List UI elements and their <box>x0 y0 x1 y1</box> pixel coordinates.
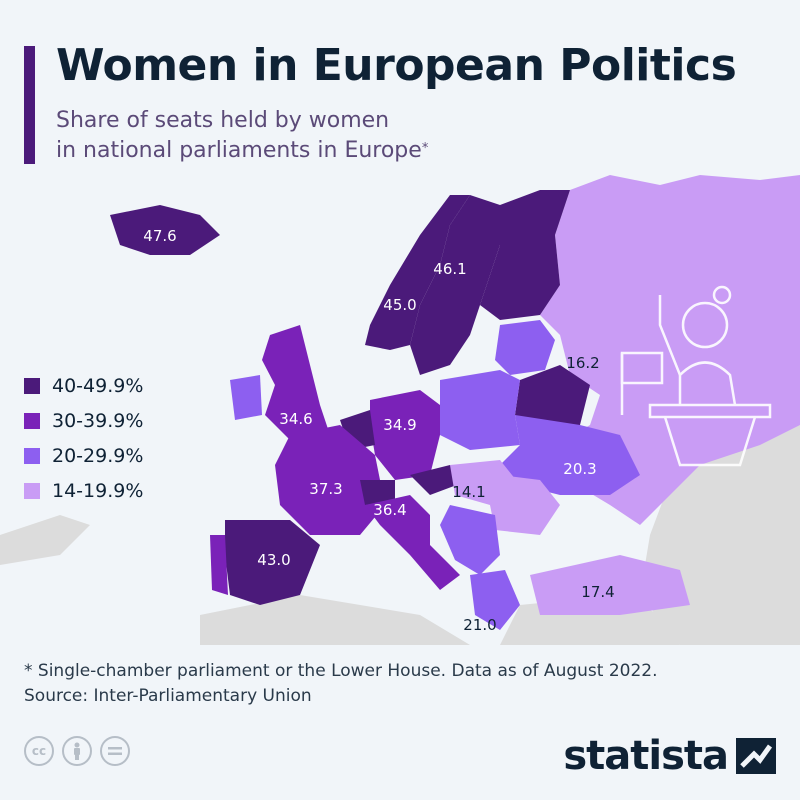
region-north-africa-nodata <box>200 595 470 645</box>
label-germany: 34.9 <box>383 416 416 434</box>
region-romania <box>490 475 560 535</box>
region-ireland <box>230 375 262 420</box>
legend-item-30-39: 30-39.9% <box>24 403 143 438</box>
legend-swatch <box>24 412 40 429</box>
europe-map: 47.6 46.1 45.0 16.2 34.6 34.9 20.3 37.3 … <box>0 175 800 645</box>
region-france <box>275 425 385 535</box>
legend-swatch <box>24 447 40 464</box>
legend-label: 14-19.9% <box>52 479 144 502</box>
subtitle-asterisk: * <box>421 141 429 156</box>
legend-item-14-19: 14-19.9% <box>24 473 143 508</box>
region-finland <box>480 190 570 320</box>
page-title: Women in European Politics <box>56 40 737 91</box>
region-italy <box>365 495 460 590</box>
no-derivatives-icon[interactable] <box>100 736 130 766</box>
title-accent-bar <box>24 46 35 164</box>
label-france: 37.3 <box>309 480 342 498</box>
legend-label: 40-49.9% <box>52 374 144 397</box>
legend-label: 20-29.9% <box>52 444 144 467</box>
statista-logo[interactable]: statista <box>563 733 776 779</box>
region-germany <box>370 390 440 480</box>
label-ukraine: 20.3 <box>563 460 596 478</box>
region-ukraine <box>500 415 640 495</box>
legend-label: 30-39.9% <box>52 409 144 432</box>
label-hungary: 14.1 <box>452 483 485 501</box>
statista-mark-icon <box>736 738 776 774</box>
region-iceland <box>110 205 220 255</box>
subtitle-line-2: in national parliaments in Europe* <box>56 136 616 166</box>
region-turkey <box>530 555 690 615</box>
subtitle-line-1: Share of seats held by women <box>56 108 390 133</box>
region-switzerland <box>360 480 395 505</box>
label-russia: 16.2 <box>566 354 599 372</box>
label-greece: 21.0 <box>463 616 496 634</box>
label-sweden: 46.1 <box>433 260 466 278</box>
license-icons: cc <box>24 736 130 766</box>
label-norway: 45.0 <box>383 296 416 314</box>
region-greenland-nodata <box>0 515 90 565</box>
footnote-note: * Single-chamber parliament or the Lower… <box>24 661 658 681</box>
legend-swatch <box>24 482 40 499</box>
region-poland <box>440 370 520 450</box>
region-sweden <box>410 195 500 375</box>
region-baltics <box>495 320 555 375</box>
region-portugal <box>210 535 228 595</box>
region-greece <box>470 570 520 630</box>
region-spain <box>225 520 320 605</box>
footnote-source: Source: Inter-Parliamentary Union <box>24 686 312 706</box>
legend: 40-49.9% 30-39.9% 20-29.9% 14-19.9% <box>24 368 143 508</box>
region-balkans <box>440 505 500 575</box>
region-uk <box>262 325 330 440</box>
brand-name: statista <box>563 733 729 779</box>
legend-item-40-49: 40-49.9% <box>24 368 143 403</box>
legend-item-20-29: 20-29.9% <box>24 438 143 473</box>
woman-at-lectern-illustration <box>620 285 772 467</box>
region-belarus <box>515 365 590 435</box>
cc-icon[interactable]: cc <box>24 736 54 766</box>
footnote: * Single-chamber parliament or the Lower… <box>24 659 658 709</box>
label-turkey: 17.4 <box>581 583 614 601</box>
label-uk: 34.6 <box>279 410 312 428</box>
subtitle-line-2-text: in national parliaments in Europe <box>56 138 422 163</box>
subtitle: Share of seats held by women in national… <box>56 106 616 166</box>
label-italy: 36.4 <box>373 501 406 519</box>
label-iceland: 47.6 <box>143 227 176 245</box>
legend-swatch <box>24 377 40 394</box>
region-norway <box>365 195 470 350</box>
attribution-icon[interactable] <box>62 736 92 766</box>
label-spain: 43.0 <box>257 551 290 569</box>
